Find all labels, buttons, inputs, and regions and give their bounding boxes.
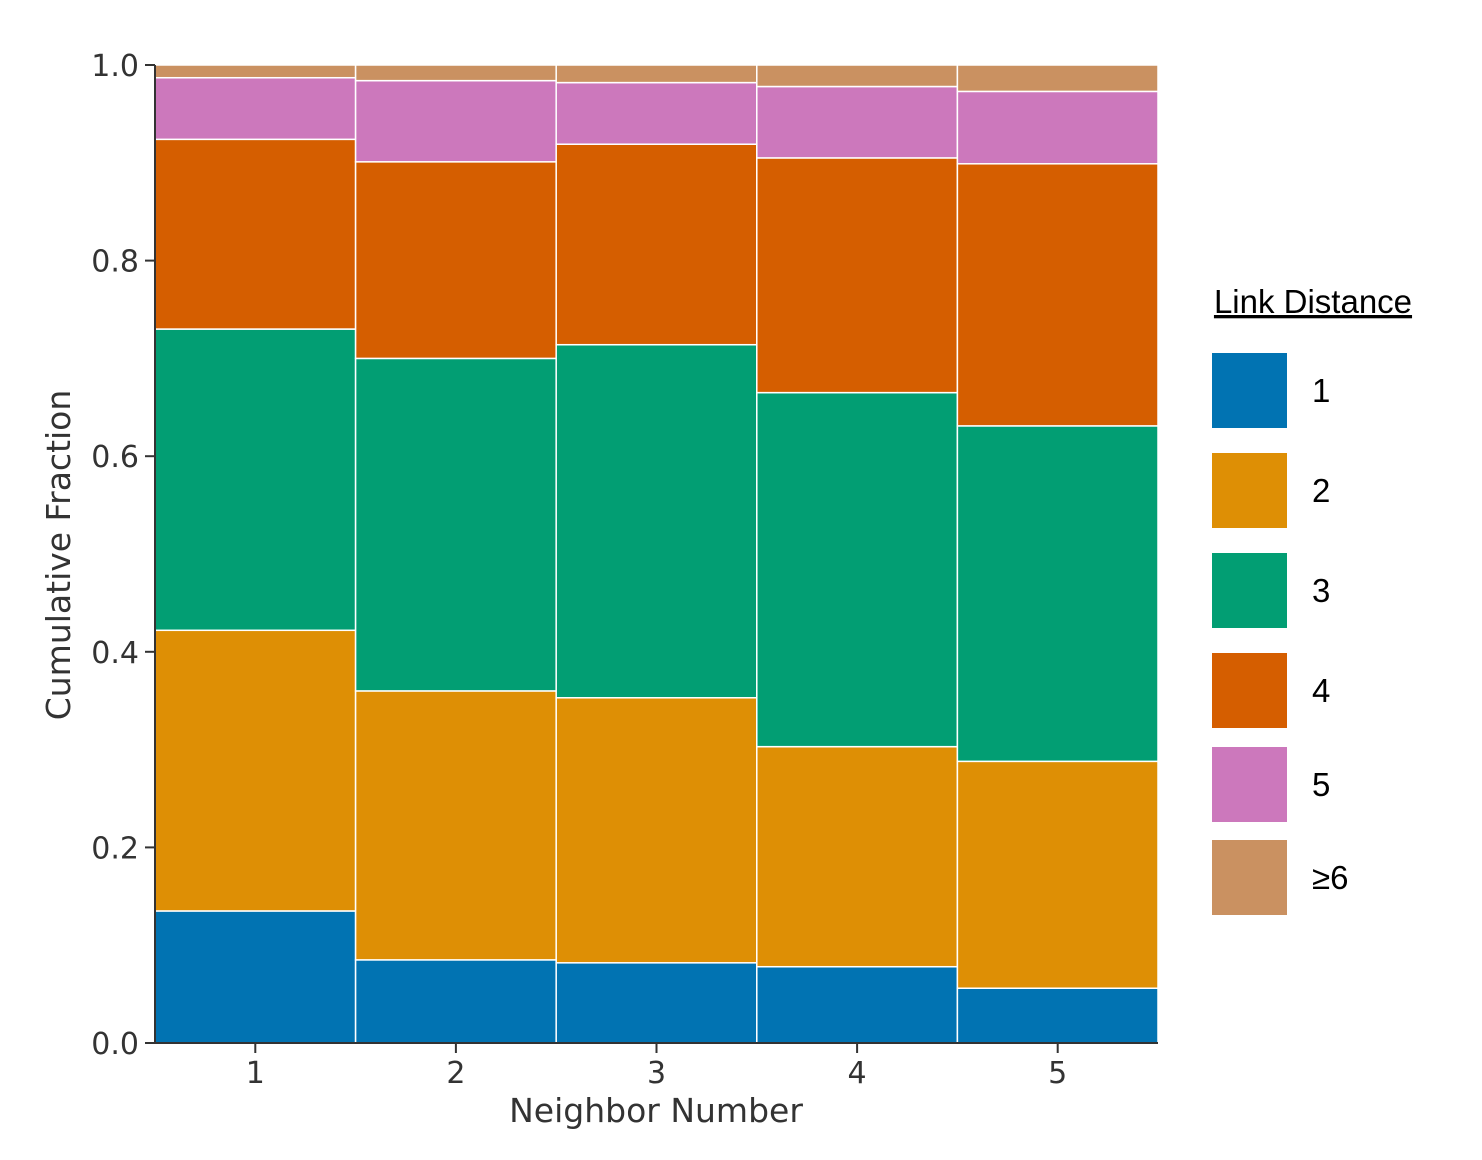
legend-label: 2 bbox=[1312, 472, 1330, 509]
x-tick-label: 5 bbox=[1048, 1056, 1067, 1091]
bar-segment-neighbor-2-series-3 bbox=[354, 357, 557, 692]
bar-segment-neighbor-4-series-3 bbox=[756, 391, 959, 748]
bars-group bbox=[154, 64, 1159, 1044]
legend-swatch bbox=[1212, 453, 1287, 528]
legend-swatch bbox=[1212, 553, 1287, 628]
x-axis-title: Neighbor Number bbox=[509, 1091, 803, 1130]
legend-label: 4 bbox=[1312, 672, 1330, 709]
bar-segment-neighbor-1-series-4 bbox=[154, 138, 357, 330]
bar-segment-neighbor-4-series-5 bbox=[756, 85, 959, 159]
legend-title: Link Distance bbox=[1214, 283, 1412, 320]
bar-segment-neighbor-4-series-2 bbox=[756, 745, 959, 968]
bar-segment-neighbor-1-series-2 bbox=[154, 629, 357, 912]
y-tick-label: 1.0 bbox=[91, 49, 139, 84]
bar-segment-neighbor-3-series-2 bbox=[555, 697, 758, 964]
y-axis-title: Cumulative Fraction bbox=[39, 390, 78, 721]
bar-segment-neighbor-5-series-6 bbox=[956, 64, 1159, 93]
legend-label: ≥6 bbox=[1312, 859, 1348, 896]
x-tick-label: 2 bbox=[446, 1056, 465, 1091]
bar-segment-neighbor-3-series-6 bbox=[555, 64, 758, 84]
legend-swatch bbox=[1212, 353, 1287, 428]
bar-segment-neighbor-5-series-5 bbox=[956, 90, 1159, 165]
bar-segment-neighbor-5-series-1 bbox=[956, 987, 1159, 1044]
bar-segment-neighbor-5-series-3 bbox=[956, 425, 1159, 763]
y-ticks-group: 0.0 0.2 0.4 0.6 0.8 1.0 bbox=[91, 49, 155, 1062]
bar-segment-neighbor-2-series-4 bbox=[354, 161, 557, 360]
y-tick-label: 0.2 bbox=[91, 831, 139, 866]
bar-segment-neighbor-4-series-1 bbox=[756, 965, 959, 1044]
x-tick-label: 4 bbox=[848, 1056, 867, 1091]
y-tick-label: 0.0 bbox=[91, 1027, 139, 1062]
bar-segment-neighbor-1-series-1 bbox=[154, 910, 357, 1044]
bar-segment-neighbor-1-series-3 bbox=[154, 328, 357, 632]
legend-swatch bbox=[1212, 747, 1287, 822]
legend: Link Distance 1 2 3 4 5 ≥6 bbox=[1212, 283, 1412, 915]
bar-segment-neighbor-5-series-2 bbox=[956, 760, 1159, 989]
x-tick-label: 3 bbox=[647, 1056, 666, 1091]
legend-label: 1 bbox=[1312, 372, 1330, 409]
bar-segment-neighbor-2-series-6 bbox=[354, 64, 557, 82]
bar-segment-neighbor-1-series-6 bbox=[154, 64, 357, 79]
bar-segment-neighbor-2-series-2 bbox=[354, 690, 557, 961]
bar-segment-neighbor-3-series-1 bbox=[555, 962, 758, 1044]
bar-segment-neighbor-2-series-5 bbox=[354, 79, 557, 163]
bar-segment-neighbor-3-series-4 bbox=[555, 143, 758, 346]
x-tick-label: 1 bbox=[246, 1056, 265, 1091]
y-tick-label: 0.4 bbox=[91, 636, 139, 671]
bar-segment-neighbor-1-series-5 bbox=[154, 76, 357, 141]
y-tick-label: 0.8 bbox=[91, 245, 139, 280]
bar-segment-neighbor-3-series-5 bbox=[555, 81, 758, 145]
x-ticks-group: 1 2 3 4 5 bbox=[246, 1043, 1067, 1091]
y-tick-label: 0.6 bbox=[91, 440, 139, 475]
legend-label: 3 bbox=[1312, 572, 1330, 609]
bar-segment-neighbor-4-series-4 bbox=[756, 157, 959, 394]
legend-swatch bbox=[1212, 653, 1287, 728]
legend-label: 5 bbox=[1312, 766, 1330, 803]
bar-segment-neighbor-3-series-3 bbox=[555, 343, 758, 699]
bar-segment-neighbor-2-series-1 bbox=[354, 959, 557, 1044]
bar-segment-neighbor-4-series-6 bbox=[756, 64, 959, 88]
bar-segment-neighbor-5-series-4 bbox=[956, 163, 1159, 427]
legend-swatch bbox=[1212, 840, 1287, 915]
